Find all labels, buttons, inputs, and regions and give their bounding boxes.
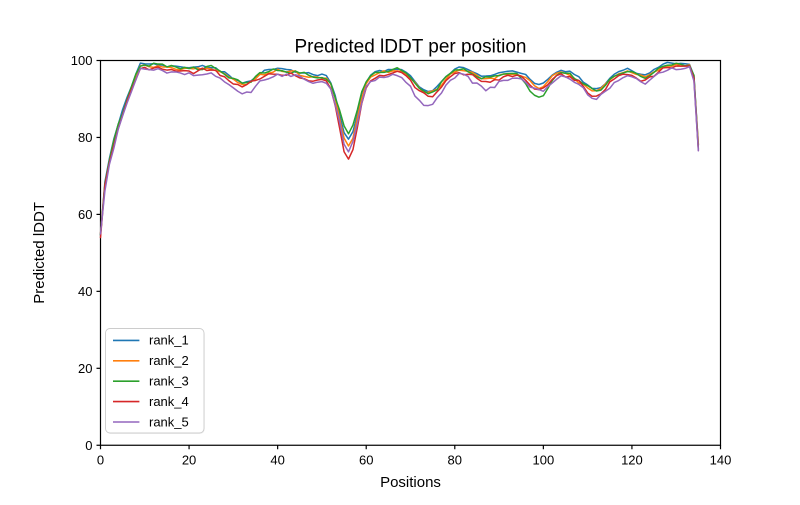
svg-text:rank_5: rank_5	[149, 414, 189, 429]
svg-text:120: 120	[621, 452, 643, 467]
svg-text:rank_4: rank_4	[149, 394, 189, 409]
svg-text:20: 20	[78, 361, 92, 376]
svg-text:40: 40	[78, 284, 92, 299]
svg-text:0: 0	[97, 452, 104, 467]
svg-text:0: 0	[85, 438, 92, 453]
svg-text:100: 100	[71, 53, 93, 68]
svg-text:20: 20	[182, 452, 196, 467]
svg-text:60: 60	[359, 452, 373, 467]
svg-text:140: 140	[710, 452, 732, 467]
svg-text:rank_3: rank_3	[149, 374, 189, 389]
svg-text:Predicted lDDT per position: Predicted lDDT per position	[295, 37, 527, 58]
svg-text:rank_1: rank_1	[149, 333, 189, 348]
svg-text:40: 40	[270, 452, 284, 467]
svg-text:100: 100	[533, 452, 555, 467]
svg-text:rank_2: rank_2	[149, 353, 189, 368]
svg-text:80: 80	[78, 130, 92, 145]
svg-text:Positions: Positions	[380, 474, 441, 491]
svg-text:Predicted lDDT: Predicted lDDT	[31, 202, 48, 304]
svg-text:80: 80	[448, 452, 462, 467]
svg-text:60: 60	[78, 207, 92, 222]
